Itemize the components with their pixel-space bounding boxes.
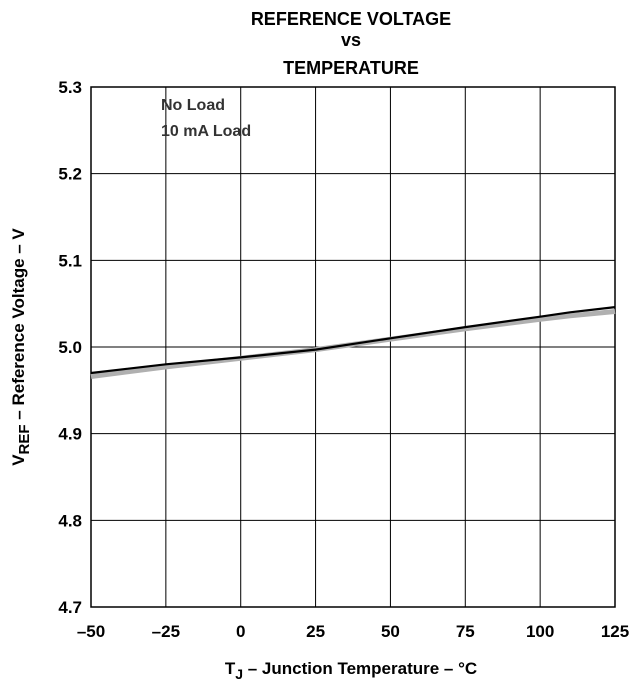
y-axis-label: VREF – Reference Voltage – V xyxy=(9,228,33,466)
x-tick-label: 75 xyxy=(456,622,475,641)
plot-frame xyxy=(90,86,616,608)
y-tick-label: 5.1 xyxy=(58,251,82,270)
y-tick-label: 5.2 xyxy=(58,165,82,184)
chart-title-line-1: REFERENCE VOLTAGE xyxy=(251,9,451,29)
x-tick-label: –50 xyxy=(77,622,105,641)
chart-title-line-3: TEMPERATURE xyxy=(283,58,419,78)
x-tick-label: 0 xyxy=(236,622,245,641)
x-tick-label: 125 xyxy=(601,622,629,641)
x-tick-label: –25 xyxy=(152,622,180,641)
y-tick-label: 5.3 xyxy=(58,78,82,97)
x-tick-labels: –50 –25 0 25 50 75 100 125 xyxy=(77,622,629,641)
series-line-1 xyxy=(90,306,616,375)
x-tick-label: 100 xyxy=(526,622,554,641)
legend-entry: No Load xyxy=(161,97,225,114)
y-tick-label: 4.9 xyxy=(58,425,82,444)
x-tick-label: 50 xyxy=(381,622,400,641)
x-axis-label: TJ – Junction Temperature – °C xyxy=(225,659,477,682)
y-tick-label: 5.0 xyxy=(58,338,82,357)
legend: No Load 10 mA Load xyxy=(161,97,251,140)
legend-entry: 10 mA Load xyxy=(161,123,251,140)
y-tick-label: 4.8 xyxy=(58,511,82,530)
y-tick-labels: 4.7 4.8 4.9 5.0 5.1 5.2 5.3 xyxy=(58,78,82,617)
series-group xyxy=(90,306,616,379)
x-tick-label: 25 xyxy=(306,622,325,641)
grid xyxy=(90,86,616,608)
y-tick-label: 4.7 xyxy=(58,598,82,617)
chart-title-line-2: vs xyxy=(341,30,361,50)
